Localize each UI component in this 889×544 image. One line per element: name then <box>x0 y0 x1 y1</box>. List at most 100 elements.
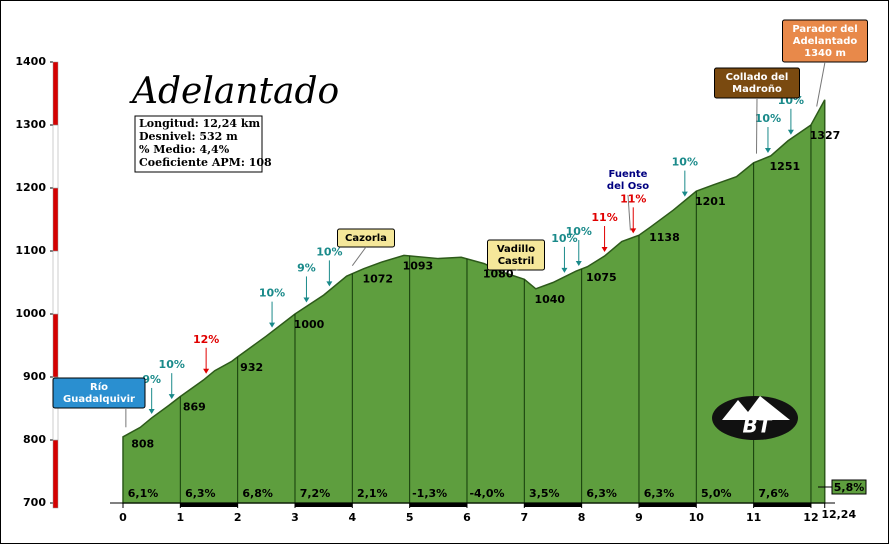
grade-label: 11% <box>620 192 646 205</box>
grade-arrowhead <box>787 129 794 135</box>
segment-label: 3,5% <box>529 487 560 500</box>
point-label: 932 <box>240 361 263 374</box>
point-label: 1201 <box>695 195 726 208</box>
place-label: Fuente <box>609 169 648 180</box>
grade-arrowhead <box>203 368 210 374</box>
segment-label: -1,3% <box>412 487 447 500</box>
grade-label: 10% <box>566 225 592 238</box>
grade-label: 10% <box>316 245 342 258</box>
place-pointer <box>816 61 826 107</box>
grade-label: 9% <box>142 373 161 386</box>
y-tick-label: 700 <box>23 496 46 509</box>
place-label: Cazorla <box>345 233 387 244</box>
place-label: 1340 m <box>804 48 846 59</box>
place-label: Río <box>90 381 108 393</box>
point-label: 1138 <box>649 231 680 244</box>
x-tick-label: 8 <box>578 511 586 524</box>
segment-label: 7,6% <box>758 487 789 500</box>
info-line: Longitud: 12,24 km <box>139 117 260 130</box>
x-tick-label: 12,24 <box>821 508 856 521</box>
place-label: Adelantado <box>793 36 858 47</box>
x-tick-label: 0 <box>119 511 127 524</box>
info-line: Desnivel: 532 m <box>139 130 238 143</box>
info-box <box>134 115 263 173</box>
place-label: Collado del <box>726 72 789 83</box>
place-label: Castril <box>498 256 535 267</box>
point-label: 1000 <box>294 318 325 331</box>
info-line: Coeficiente APM: 108 <box>139 156 272 169</box>
point-label: 1080 <box>483 268 514 281</box>
segment-label: 6,3% <box>644 487 675 500</box>
elevation-band <box>52 313 59 378</box>
grade-arrowhead <box>630 228 637 234</box>
y-tick-label: 1300 <box>15 118 46 131</box>
grade-arrowhead <box>575 261 582 267</box>
point-label: 808 <box>131 438 154 451</box>
point-label: 869 <box>183 401 206 414</box>
segment-label: -4,0% <box>469 487 504 500</box>
place-pointer <box>515 268 519 271</box>
segment-label: 5,0% <box>701 487 732 500</box>
x-tick-label: 4 <box>348 511 356 524</box>
point-label: 1251 <box>770 160 801 173</box>
grade-arrowhead <box>601 247 608 253</box>
place-label: Parador del <box>792 24 857 35</box>
place-label: Guadalquivir <box>63 394 135 405</box>
grade-arrowhead <box>326 281 333 287</box>
y-tick-label: 1200 <box>15 181 46 194</box>
grade-label: 10% <box>551 232 577 245</box>
grade-label: 10% <box>672 156 698 169</box>
place-label: Madroño <box>732 84 782 95</box>
segment-label: 5,8% <box>834 481 865 494</box>
y-tick-label: 900 <box>23 370 46 383</box>
segment-label: 6,3% <box>185 487 216 500</box>
point-label: 1327 <box>810 129 841 142</box>
grade-label: 10% <box>755 112 781 125</box>
x-tick-label: 12 <box>803 511 818 524</box>
place-label: del Oso <box>607 181 649 192</box>
y-tick-label: 1000 <box>15 307 46 320</box>
profile-area <box>122 99 826 504</box>
point-label: 1093 <box>403 259 434 272</box>
grade-arrowhead <box>561 267 568 273</box>
elevation-band <box>52 124 59 189</box>
segment-label: 7,2% <box>300 487 331 500</box>
y-tick-label: 1100 <box>15 244 46 257</box>
x-tick-label: 5 <box>406 511 414 524</box>
elevation-band <box>52 439 59 509</box>
y-tick-label: 800 <box>23 433 46 446</box>
segment-label: 6,3% <box>586 487 617 500</box>
x-tick-label: 7 <box>520 511 528 524</box>
grade-label: 11% <box>591 211 617 224</box>
logo-mountains <box>722 396 790 420</box>
x-tick-label: 2 <box>234 511 242 524</box>
place-pointer <box>627 194 631 231</box>
grade-arrowhead <box>269 322 276 328</box>
grade-label: 10% <box>259 287 285 300</box>
grade-label: 10% <box>159 358 185 371</box>
elevation-band <box>52 187 59 252</box>
elevation-band <box>52 61 59 126</box>
x-tick-label: 1 <box>177 511 185 524</box>
grade-arrowhead <box>303 297 310 303</box>
chart-title: Adelantado <box>129 71 339 112</box>
point-label: 1072 <box>362 273 393 286</box>
x-tick-label: 11 <box>746 511 761 524</box>
x-tick-label: 3 <box>291 511 299 524</box>
segment-label: 6,1% <box>128 487 159 500</box>
grade-arrowhead <box>764 148 771 154</box>
segment-label: 2,1% <box>357 487 388 500</box>
grade-arrowhead <box>168 394 175 400</box>
place-pointer <box>351 246 367 266</box>
place-box <box>52 377 146 409</box>
grade-arrowhead <box>148 408 155 414</box>
info-line: % Medio: 4,4% <box>139 143 230 156</box>
segment-label: 6,8% <box>242 487 273 500</box>
grade-label: 12% <box>193 333 219 346</box>
elevation-band <box>52 250 59 315</box>
y-tick-label: 1400 <box>15 55 46 68</box>
grade-arrowhead <box>681 191 688 197</box>
point-label: 1075 <box>586 271 617 284</box>
point-label: 1040 <box>534 293 565 306</box>
